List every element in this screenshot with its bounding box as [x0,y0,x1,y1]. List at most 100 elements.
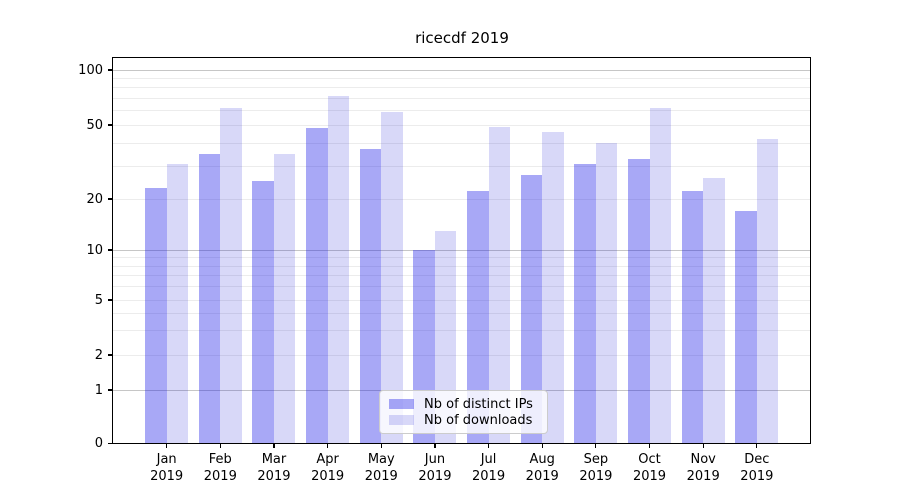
x-tick-label-nov: Nov 2019 [687,452,720,485]
gridline-minor-5 [113,299,810,301]
y-tick-mark-0 [108,442,113,445]
x-tick-mark-apr [327,444,329,448]
legend: Nb of distinct IPs Nb of downloads [379,390,548,434]
legend-swatch-downloads [389,414,414,426]
year-label: 2019 [579,468,613,484]
bar-nb-of-downloads-nov [703,177,725,444]
legend-row-distinct-ips: Nb of distinct IPs [389,397,538,412]
month-label: Jul [480,452,497,467]
gridline-minor-60 [113,110,810,112]
year-label: 2019 [686,468,720,484]
legend-row-downloads: Nb of downloads [389,413,538,428]
x-tick-mark-may [380,444,382,448]
bar-nb-of-distinct-ips-mar [252,180,274,444]
bar-nb-of-distinct-ips-feb [198,153,221,444]
x-tick-mark-jul [487,444,490,448]
gridline-minor-9 [113,257,810,259]
x-tick-mark-oct [648,444,651,448]
bar-nb-of-downloads-dec [756,139,779,444]
gridline-minor-2 [113,354,810,356]
x-tick-label-dec: Dec 2019 [740,452,773,485]
year-label: 2019 [525,468,559,484]
y-tick-mark-1 [108,389,113,391]
bar-nb-of-downloads-apr [327,96,350,444]
bar-nb-of-distinct-ips-dec [735,210,757,444]
month-label: Dec [744,452,770,467]
y-tick-mark-100 [108,69,113,71]
bar-nb-of-distinct-ips-jul [467,191,489,444]
bar-nb-of-downloads-jul [488,126,511,444]
gridline-major-10 [113,249,810,251]
x-tick-label-apr: Apr 2019 [311,452,344,485]
month-label: Mar [261,452,287,467]
legend-swatch-distinct-ips [389,398,414,410]
month-label: May [367,452,395,467]
x-tick-mark-mar [273,444,275,448]
gridline-minor-8 [113,265,810,267]
bar-nb-of-downloads-aug [542,131,564,444]
chart-title: ricecdf 2019 [415,29,509,47]
bar-nb-of-distinct-ips-jan [145,187,167,444]
y-tick-mark-5 [108,299,113,301]
x-tick-label-sep: Sep 2019 [579,452,612,485]
x-tick-label-mar: Mar 2019 [257,452,290,485]
month-label: Nov [690,452,716,467]
gridline-minor-7 [113,275,810,277]
plot-area-border [112,57,811,444]
legend-label-distinct-ips: Nb of distinct IPs [424,396,533,412]
bar-nb-of-distinct-ips-aug [520,174,543,444]
year-label: 2019 [418,468,452,484]
year-label: 2019 [311,468,345,484]
month-label: Feb [208,452,232,467]
gridline-minor-20 [113,198,810,200]
x-tick-mark-sep [595,444,597,448]
x-tick-label-feb: Feb 2019 [204,452,237,485]
year-label: 2019 [740,468,774,484]
gridline-minor-6 [113,286,810,288]
x-tick-mark-feb [219,444,221,448]
gridline-minor-90 [113,77,810,79]
gridline-minor-40 [113,142,810,144]
month-label: Apr [316,452,339,467]
x-tick-mark-dec [756,444,758,448]
y-tick-label-20: 20 [86,191,103,207]
year-label: 2019 [472,468,506,484]
y-tick-mark-50 [108,124,113,126]
bar-nb-of-downloads-oct [649,107,672,444]
x-tick-mark-aug [541,444,543,448]
gridline-minor-70 [113,97,810,99]
gridline-minor-3 [113,330,810,332]
bar-nb-of-downloads-may [381,111,403,444]
x-tick-mark-nov [702,444,704,448]
year-label: 2019 [257,468,291,484]
bar-nb-of-distinct-ips-may [359,149,382,444]
x-tick-mark-jan [166,444,168,448]
y-tick-mark-10 [108,249,113,251]
y-tick-label-100: 100 [78,62,103,78]
x-tick-label-jun: Jun 2019 [418,452,451,485]
year-label: 2019 [150,468,184,484]
y-tick-label-2: 2 [94,347,103,363]
bar-nb-of-downloads-jan [166,163,189,444]
year-label: 2019 [632,468,667,484]
bar-nb-of-distinct-ips-apr [306,128,328,444]
bar-nb-of-distinct-ips-sep [574,163,596,444]
x-tick-mark-jun [434,444,436,448]
month-label: Jun [424,452,446,467]
month-label: Aug [529,452,555,467]
x-tick-label-aug: Aug 2019 [526,452,559,485]
y-tick-label-10: 10 [86,242,103,258]
x-tick-label-may: May 2019 [365,452,398,485]
year-label: 2019 [203,468,237,484]
y-tick-label-1: 1 [94,382,103,398]
bar-nb-of-distinct-ips-oct [628,158,650,444]
x-tick-label-oct: Oct 2019 [633,452,666,485]
month-label: Sep [583,452,609,467]
y-tick-label-5: 5 [94,292,103,308]
bar-nb-of-downloads-mar [273,153,296,444]
bar-nb-of-distinct-ips-nov [681,191,704,444]
y-tick-mark-20 [108,198,113,200]
x-tick-label-jul: Jul 2019 [472,452,505,485]
legend-label-downloads: Nb of downloads [424,412,533,428]
y-tick-label-50: 50 [86,117,103,133]
